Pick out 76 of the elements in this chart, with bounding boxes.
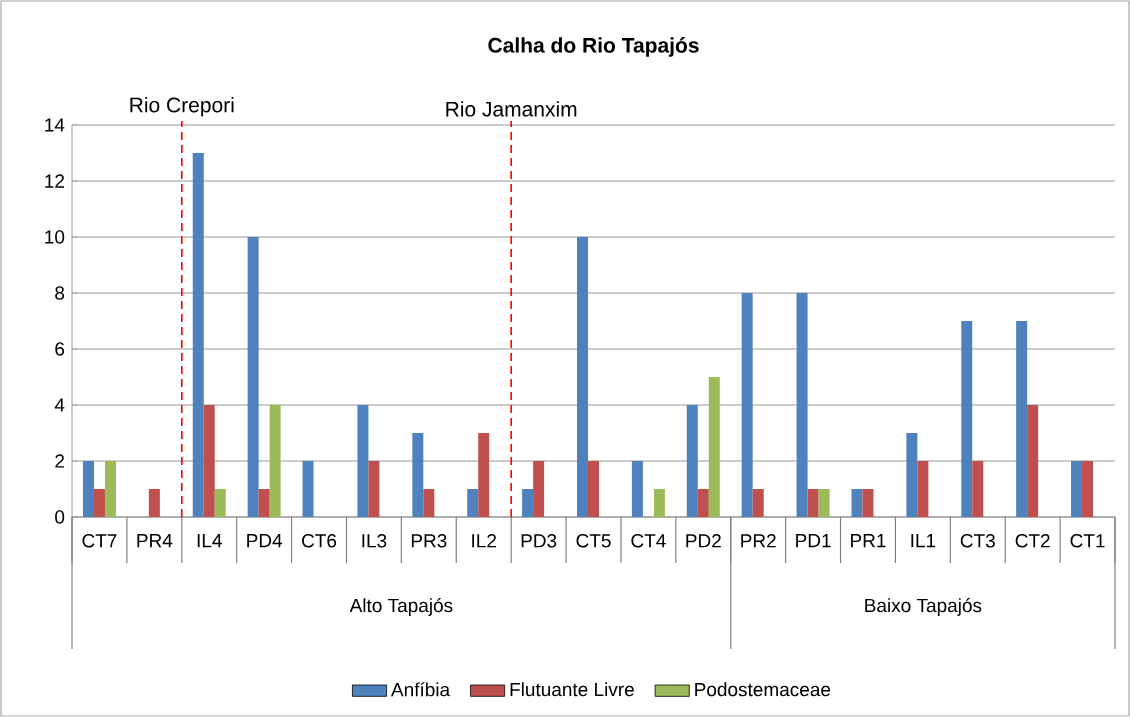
bar — [302, 460, 314, 517]
bar — [1016, 320, 1028, 517]
bar — [1027, 404, 1039, 517]
x-tick-label: PR1 — [851, 534, 886, 548]
bar — [851, 488, 863, 517]
x-tick-label: CT3 — [960, 534, 995, 548]
bar — [148, 488, 160, 517]
y-tick-label: 12 — [45, 174, 64, 188]
bar — [1071, 460, 1083, 517]
bar — [972, 460, 984, 517]
bar — [631, 460, 643, 517]
y-tick-label: 2 — [55, 454, 65, 468]
bar — [258, 488, 270, 517]
chart-title: Calha do Rio Tapajós — [488, 37, 699, 57]
x-tick-label: PR3 — [411, 534, 447, 548]
bar — [247, 236, 259, 517]
bar — [478, 432, 490, 517]
bar — [588, 460, 600, 517]
bar — [412, 432, 424, 517]
bar — [796, 292, 808, 517]
x-tick-label: IL4 — [197, 534, 222, 548]
bar — [577, 236, 589, 517]
bar — [269, 404, 281, 517]
text: Baixo Tapajós — [865, 598, 982, 616]
legend-label: Podostemaceae — [695, 682, 831, 697]
legend-label: Anfíbia — [390, 682, 451, 697]
x-tick-label: PR2 — [741, 534, 776, 548]
bar — [203, 404, 215, 517]
x-tick-label: IL3 — [362, 534, 387, 548]
bar — [818, 488, 830, 517]
x-tick-label: CT2 — [1015, 534, 1050, 548]
x-tick-label: CT6 — [302, 534, 337, 548]
bar — [807, 488, 819, 517]
x-tick-label: PD3 — [521, 534, 557, 548]
bar — [104, 460, 116, 517]
bar — [708, 376, 720, 517]
bar — [697, 488, 709, 517]
x-tick-label: CT5 — [576, 534, 611, 548]
legend-label: Flutuante Livre — [510, 682, 634, 697]
bar — [862, 488, 874, 517]
y-tick-label: 6 — [55, 342, 65, 356]
bar — [522, 488, 534, 517]
bar — [192, 152, 204, 517]
y-tick-label: 8 — [55, 286, 65, 300]
bar — [93, 488, 105, 517]
bar — [82, 460, 94, 517]
y-tick-label: 0 — [55, 510, 65, 524]
bar — [467, 488, 479, 517]
bar — [752, 488, 764, 517]
x-tick-label: CT1 — [1070, 534, 1105, 548]
bar — [917, 460, 929, 517]
y-tick-label: 10 — [45, 230, 65, 244]
x-tick-label: CT4 — [631, 534, 666, 548]
bar — [357, 404, 369, 517]
bar — [906, 432, 918, 517]
x-tick-label: CT7 — [82, 534, 117, 548]
bar — [423, 488, 435, 517]
x-tick-label: IL1 — [911, 534, 936, 548]
x-tick-label: PD4 — [247, 534, 283, 548]
x-tick-label: IL2 — [472, 534, 496, 548]
x-tick-label: PD2 — [686, 534, 721, 548]
bar — [961, 320, 973, 517]
y-tick-label: 4 — [54, 398, 65, 412]
text: Alto Tapajós — [349, 598, 453, 616]
bar — [1082, 460, 1094, 517]
bar — [741, 292, 753, 517]
bar — [653, 488, 665, 517]
x-tick-label: PR4 — [137, 534, 173, 548]
x-tick-label: PD1 — [796, 534, 831, 548]
text: Rio Jamanxim — [446, 101, 577, 117]
bar — [214, 488, 226, 517]
text: Rio Crepori — [130, 97, 234, 117]
bar — [686, 404, 698, 517]
bar — [368, 460, 380, 517]
bar — [533, 460, 545, 517]
y-tick-label: 14 — [45, 118, 65, 132]
